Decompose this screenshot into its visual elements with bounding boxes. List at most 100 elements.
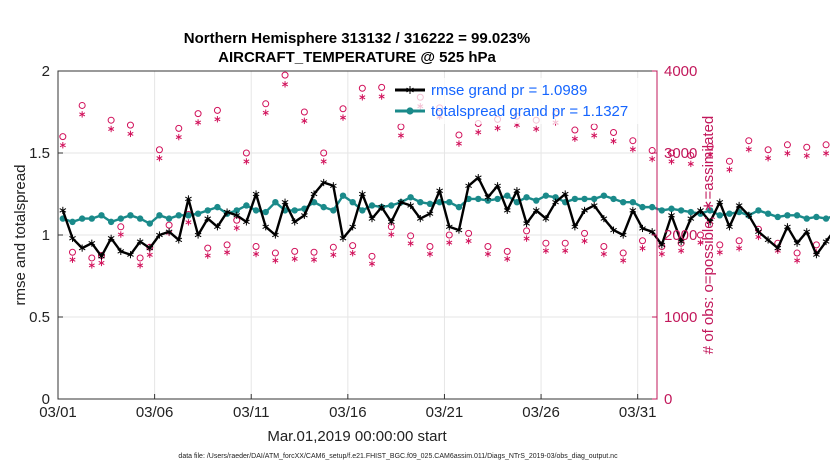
star-stroke	[127, 131, 134, 136]
star-stroke	[716, 250, 723, 255]
obs-possible-marker	[745, 137, 753, 145]
star-stroke	[137, 263, 144, 268]
rmse-point	[243, 218, 250, 226]
obs-possible-marker	[88, 254, 96, 262]
rmse-point	[320, 178, 328, 187]
star-stroke	[706, 219, 714, 225]
star-stroke	[571, 224, 579, 230]
star-stroke	[146, 252, 153, 257]
star-stroke	[78, 245, 86, 251]
rmse-point	[329, 182, 337, 190]
obs-possible-marker	[523, 227, 531, 235]
star-stroke	[79, 112, 86, 117]
obs-assimilated-marker	[282, 81, 289, 88]
obs-possible-marker	[696, 231, 704, 239]
obs-count-markers	[59, 71, 830, 269]
star-stroke	[726, 224, 733, 230]
spread-point	[784, 212, 791, 219]
rmse-point	[214, 223, 221, 231]
star-stroke	[368, 216, 376, 221]
star-stroke	[214, 224, 221, 230]
star-stroke	[69, 257, 76, 262]
left-tick-label: 2	[42, 63, 50, 80]
obs-assimilated-marker	[185, 219, 192, 226]
star-stroke	[204, 216, 212, 221]
obs-possible-marker	[194, 110, 202, 118]
rmse-point	[272, 231, 279, 239]
obs-possible-marker	[667, 149, 675, 157]
rmse-point	[368, 215, 376, 223]
spread-point	[310, 199, 318, 206]
obs-assimilated-marker	[765, 155, 772, 162]
rmse-point	[78, 244, 86, 252]
obs-assimilated-marker	[736, 245, 743, 252]
obs-assimilated-marker	[253, 250, 260, 258]
obs-possible-marker	[484, 242, 492, 250]
obs-possible-marker	[136, 254, 144, 262]
rmse-point	[803, 228, 811, 236]
rmse-point	[590, 201, 598, 210]
star-stroke	[88, 263, 95, 268]
obs-possible-marker	[126, 121, 134, 129]
obs-possible-marker	[600, 242, 608, 250]
spread-point	[494, 195, 501, 203]
obs-assimilated-marker	[224, 249, 231, 256]
star-stroke	[736, 246, 743, 251]
obs-assimilated-marker	[262, 109, 269, 116]
obs-assimilated-marker	[388, 231, 395, 238]
spread-point	[455, 203, 463, 211]
rmse-point	[397, 198, 405, 206]
obs-possible-marker	[175, 124, 183, 132]
legend-background	[390, 78, 650, 124]
star-stroke	[175, 237, 183, 243]
star-stroke	[542, 216, 550, 221]
rmse-point	[600, 215, 608, 223]
rmse-point	[677, 237, 685, 246]
star-stroke	[349, 251, 356, 256]
obs-assimilated-marker	[784, 150, 791, 157]
star-stroke	[494, 126, 501, 131]
star-stroke	[223, 209, 231, 215]
legend: rmse grand pr = 1.0989 totalspread grand…	[390, 78, 650, 124]
star-stroke	[108, 126, 115, 132]
star-stroke	[388, 232, 395, 237]
rmse-point	[774, 244, 782, 252]
star-stroke	[378, 94, 385, 99]
obs-assimilated-marker	[687, 160, 694, 168]
star-stroke	[745, 213, 753, 218]
obs-possible-marker	[629, 137, 637, 145]
spread-point	[117, 215, 124, 222]
rmse-point	[687, 215, 695, 223]
rmse-point	[378, 203, 386, 211]
rmse-point	[233, 211, 241, 219]
star-stroke	[716, 199, 724, 205]
obs-possible-marker	[397, 123, 405, 131]
rmse-point	[639, 224, 646, 233]
rmse-point	[252, 190, 260, 198]
obs-possible-marker	[793, 249, 801, 257]
x-tick-label: 03/01	[39, 404, 77, 421]
obs-possible-marker	[735, 237, 743, 245]
obs-assimilated-marker	[407, 240, 414, 247]
spread-point	[69, 218, 76, 226]
star-stroke	[359, 95, 366, 100]
star-stroke	[562, 248, 569, 253]
spread-point	[175, 212, 182, 219]
rmse-point	[281, 198, 289, 206]
star-stroke	[387, 219, 395, 225]
obs-assimilated-marker	[726, 166, 733, 173]
obs-assimilated-marker	[127, 130, 134, 138]
star-stroke	[88, 240, 96, 246]
obs-possible-marker	[407, 232, 415, 240]
star-stroke	[513, 188, 521, 193]
obs-possible-marker	[271, 249, 279, 257]
obs-assimilated-marker	[69, 256, 76, 263]
chart-title-line1: Northern Hemisphere 313132 / 316222 = 99…	[184, 30, 530, 47]
left-tick-label: 0.5	[29, 309, 50, 326]
star-stroke	[136, 239, 144, 244]
rmse-point	[445, 223, 453, 231]
rmse-point	[223, 208, 231, 216]
star-stroke	[455, 141, 462, 146]
spread-point	[146, 220, 153, 227]
rmse-point	[339, 234, 347, 242]
